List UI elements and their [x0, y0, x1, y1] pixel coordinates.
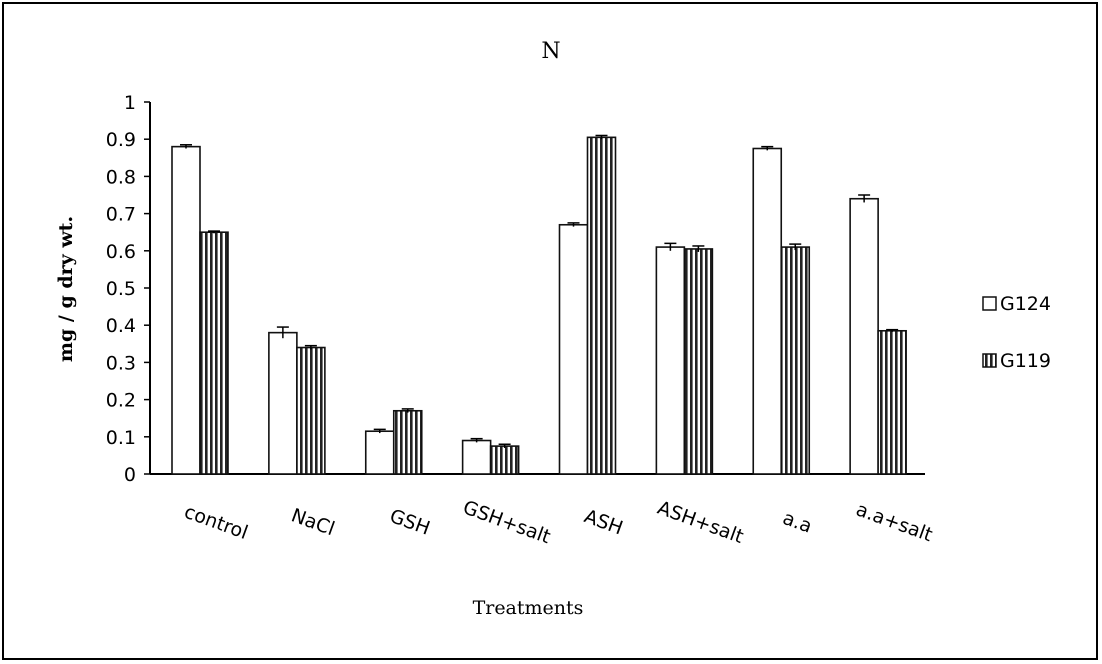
x-tick-label: a.a [780, 507, 815, 538]
x-tick-label: NaCl [288, 504, 337, 540]
bar-G119-ASH [586, 136, 617, 475]
y-tick-label: 0.4 [106, 315, 136, 337]
bar-G119-GSH [392, 409, 423, 475]
bar-G119-control [199, 231, 229, 475]
y-tick-label: 1 [124, 92, 136, 114]
legend: G124 G119 [982, 293, 1051, 372]
bar-G124-ASH+salt [655, 246, 686, 475]
bar-G119-ASH+salt [683, 248, 714, 475]
bar-G124-ASH [558, 223, 589, 475]
chart-title: N [541, 39, 560, 64]
x-tick-label: GSH [387, 505, 433, 540]
legend-swatch-G119 [982, 353, 997, 368]
y-tick-label: 0.5 [106, 278, 136, 300]
bar-G119-a.a [780, 246, 811, 475]
legend-swatch-G124 [982, 296, 997, 311]
bar-G124-GSH+salt [461, 439, 492, 475]
legend-label-G124: G124 [1000, 293, 1051, 315]
x-axis-label: Treatments [473, 597, 584, 619]
y-tick-label: 0.3 [106, 352, 136, 374]
legend-label-G119: G119 [1000, 350, 1051, 372]
plot-area: 0 0.1 0.2 0.3 0.4 0.5 0.6 0.7 0.8 0.9 1 control NaCl… [106, 92, 936, 548]
bar-G119-a.a+salt [877, 329, 907, 475]
bar-G124-GSH [364, 430, 395, 475]
bar-G124-NaCl [268, 331, 298, 475]
y-tick-label: 0 [124, 464, 136, 486]
x-tick-label: control [181, 501, 250, 544]
x-tick-label: a.a+salt [853, 498, 935, 546]
bar-G124-a.a [752, 147, 783, 475]
bar-G119-NaCl [296, 346, 326, 475]
y-tick-label: 0.6 [106, 241, 136, 263]
y-axis-label: mg / g dry wt. [55, 216, 77, 362]
bar-G124-control [171, 145, 201, 475]
y-tick-label: 0.9 [106, 129, 136, 151]
y-tick-label: 0.7 [106, 204, 136, 226]
y-tick-label: 0.2 [106, 390, 136, 412]
bar-G119-GSH+salt [489, 445, 520, 475]
x-tick-label: ASH+salt [655, 497, 747, 548]
bar-G124-a.a+salt [849, 197, 879, 475]
y-tick-label: 0.1 [106, 427, 136, 449]
x-tick-label: GSH+salt [460, 496, 553, 548]
x-tick-label: ASH [581, 505, 626, 539]
y-tick-label: 0.8 [106, 166, 136, 188]
